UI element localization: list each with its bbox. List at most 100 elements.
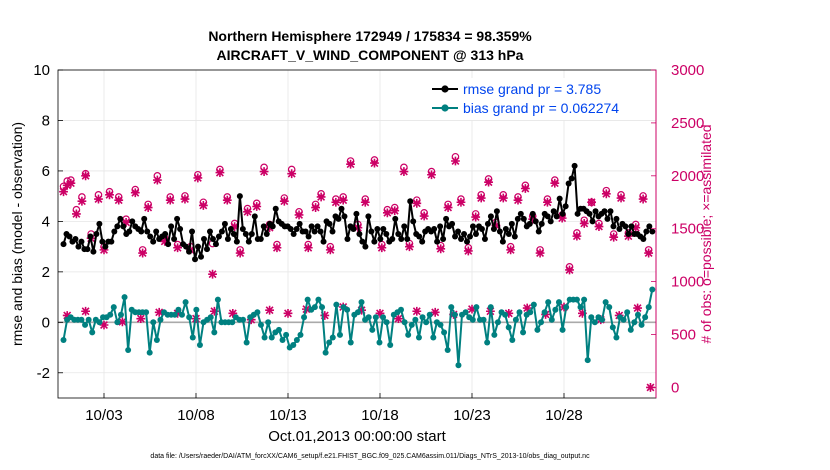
bias-data-point — [494, 319, 501, 326]
obs-assimilated-marker — [173, 243, 182, 253]
bias-data-point — [401, 319, 408, 326]
rmse-data-point — [203, 246, 210, 253]
bias-data-point — [293, 336, 300, 343]
bias-data-point — [408, 321, 415, 328]
rmse-data-point — [66, 233, 73, 240]
bias-data-point — [419, 314, 426, 321]
rmse-data-point — [389, 236, 396, 243]
bias-data-point — [448, 304, 455, 311]
bias-data-point — [268, 334, 275, 341]
bias-data-point — [275, 326, 282, 333]
rmse-data-point — [200, 236, 207, 243]
rmse-data-point — [589, 218, 596, 225]
rmse-data-point — [192, 256, 199, 263]
obs-assimilated-marker — [210, 306, 219, 316]
rmse-data-point — [251, 213, 258, 220]
x-tick-label: 10/13 — [269, 407, 307, 424]
y-tick-label: 0 — [42, 314, 50, 331]
rmse-data-point — [511, 233, 518, 240]
obs-assimilated-marker — [294, 210, 304, 220]
x-tick-label: 10/23 — [453, 407, 491, 424]
rmse-data-point — [392, 215, 399, 222]
rmse-data-point — [484, 220, 491, 227]
obs-assimilated-marker — [138, 248, 148, 258]
bias-data-point — [527, 309, 534, 316]
bias-data-point — [304, 296, 311, 303]
rmse-data-point — [404, 236, 411, 243]
obs-assimilated-marker — [471, 212, 481, 222]
rmse-data-point — [314, 223, 321, 230]
bias-data-point — [444, 347, 451, 354]
rmse-data-point — [87, 233, 94, 240]
rmse-data-point — [242, 231, 249, 237]
bias-data-point — [613, 334, 620, 341]
rmse-data-point — [186, 248, 193, 255]
bias-data-point — [642, 314, 649, 321]
legend: rmse grand pr = 3.785 bias grand pr = 0.… — [427, 78, 651, 120]
bias-data-point — [645, 304, 652, 311]
rmse-data-point — [493, 208, 500, 215]
rmse-data-point — [431, 225, 438, 232]
bias-data-point — [178, 311, 185, 318]
obs-assimilated-marker — [498, 193, 508, 203]
obs-assimilated-marker — [451, 156, 460, 166]
rmse-data-point — [517, 210, 524, 217]
rmse-data-point — [464, 238, 471, 245]
rmse-data-point — [520, 215, 527, 222]
bias-data-point — [627, 326, 634, 333]
rmse-data-point — [272, 205, 279, 212]
obs-assimilated-marker — [316, 192, 326, 202]
obs-assimilated-marker — [62, 311, 72, 320]
bias-data-point — [153, 336, 160, 343]
bias-data-point — [265, 319, 272, 326]
rmse-data-point — [96, 220, 103, 227]
bias-data-point — [555, 299, 562, 306]
rmse-data-point — [481, 236, 488, 243]
rmse-data-point — [162, 231, 169, 237]
obs-assimilated-marker — [235, 248, 245, 258]
rmse-data-point — [559, 210, 566, 217]
bias-data-point — [333, 301, 340, 308]
obs-assimilated-marker — [430, 307, 440, 317]
obs-assimilated-marker — [303, 243, 313, 253]
obs-assimilated-marker — [646, 383, 655, 392]
bias-data-point — [243, 339, 250, 346]
rmse-data-point — [398, 236, 405, 243]
bias-data-point — [462, 309, 469, 316]
bias-data-point — [322, 349, 329, 356]
bias-data-point — [469, 316, 476, 323]
obs-assimilated-marker — [154, 307, 164, 317]
bias-data-point — [534, 326, 541, 333]
bias-data-point — [358, 299, 365, 306]
bias-data-point — [405, 331, 412, 338]
rmse-data-point — [308, 223, 315, 230]
bias-data-point — [559, 326, 566, 333]
rmse-data-point — [174, 215, 181, 222]
rmse-data-point — [613, 215, 620, 222]
obs-assimilated-marker — [609, 232, 619, 242]
bias-data-point — [354, 309, 361, 316]
obs-assimilated-marker — [476, 193, 486, 203]
rmse-data-point — [371, 238, 378, 245]
rmse-data-point — [646, 223, 653, 230]
obs-assimilated-marker — [287, 169, 297, 179]
x-tick-label: 10/18 — [361, 407, 399, 424]
obs-assimilated-marker — [272, 243, 282, 253]
rmse-data-point — [443, 215, 450, 222]
rmse-data-point — [496, 228, 503, 235]
rmse-data-point — [643, 228, 650, 235]
bias-data-point — [240, 316, 247, 323]
rmse-data-point — [380, 225, 387, 232]
obs-assimilated-marker — [390, 206, 400, 216]
rmse-data-point — [230, 231, 237, 237]
rmse-data-point — [455, 228, 462, 235]
obs-assimilated-marker — [491, 221, 501, 230]
rmse-data-point — [395, 231, 402, 237]
rmse-data-point — [111, 228, 118, 235]
obs-assimilated-marker — [320, 311, 330, 320]
rmse-data-point — [183, 243, 190, 250]
y-right-tick-label: 1000 — [671, 274, 704, 291]
obs-assimilated-marker — [456, 197, 466, 207]
y-axis-right-label: # of obs: o=possible; ×=assimilated — [698, 124, 714, 343]
bias-data-point — [290, 342, 297, 349]
